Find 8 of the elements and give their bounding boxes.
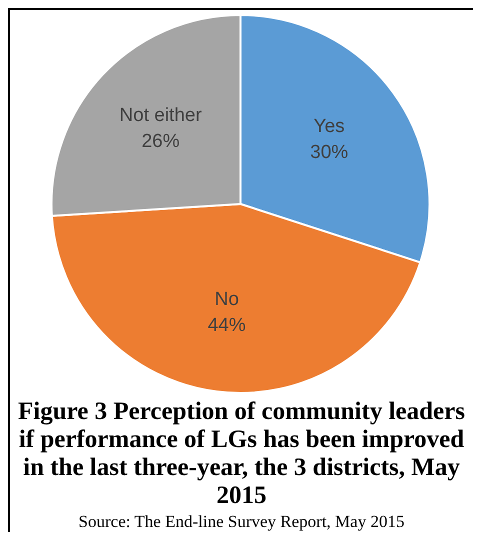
- source-note: Source: The End-line Survey Report, May 2015: [78, 512, 406, 532]
- slice-label: No: [214, 288, 239, 310]
- data-label: 30%: [310, 142, 348, 163]
- slice-label: Not either: [119, 105, 202, 126]
- data-label: 26%: [142, 131, 180, 152]
- slice-label: Yes: [314, 116, 345, 137]
- data-label: 44%: [208, 314, 246, 336]
- text: Figure 3 Perception of community leaders if performance of LGs has been improved in the last three-year, the 3 districts, May 2015: [17, 398, 466, 510]
